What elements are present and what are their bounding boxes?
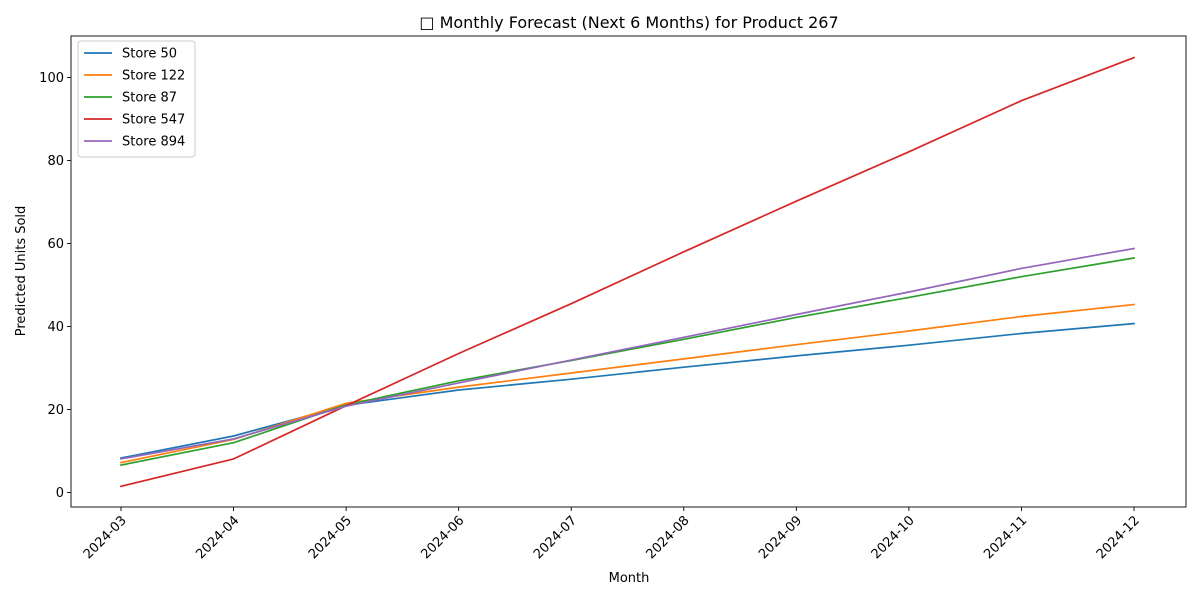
chart-title: □ Monthly Forecast (Next 6 Months) for P… bbox=[419, 13, 838, 32]
y-tick-label: 20 bbox=[47, 403, 64, 418]
y-tick-label: 100 bbox=[39, 71, 64, 86]
x-axis-label: Month bbox=[609, 571, 650, 586]
y-tick-label: 60 bbox=[47, 237, 64, 252]
legend-box bbox=[77, 40, 196, 158]
y-tick-label: 0 bbox=[56, 486, 64, 501]
y-tick-label: 40 bbox=[47, 320, 64, 335]
legend-label: Store 894 bbox=[122, 135, 185, 150]
series-line-store-122 bbox=[119, 303, 1135, 464]
legend-label: Store 87 bbox=[122, 91, 177, 106]
y-tick-label: 80 bbox=[47, 154, 64, 169]
legend-label: Store 122 bbox=[122, 69, 185, 84]
series-line-store-894 bbox=[120, 247, 1135, 460]
legend-label: Store 50 bbox=[122, 47, 177, 62]
legend-label: Store 547 bbox=[122, 113, 185, 128]
legend: Store 50 Store 122 Store 87 Store 547 Store … bbox=[77, 40, 196, 158]
series-line-store-87 bbox=[120, 257, 1135, 467]
plot-frame bbox=[70, 35, 1187, 508]
series-line-store-547 bbox=[119, 56, 1136, 488]
y-axis-label: Predicted Units Sold bbox=[14, 206, 29, 337]
